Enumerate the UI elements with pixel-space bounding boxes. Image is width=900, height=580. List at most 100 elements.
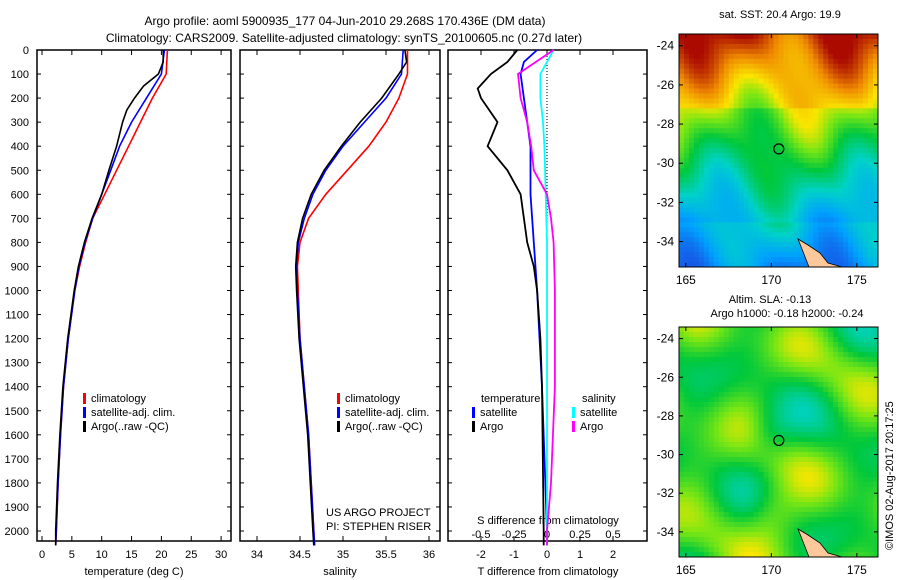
map-cell xyxy=(828,547,834,553)
map-cell xyxy=(783,252,789,258)
map-cell xyxy=(683,262,690,268)
map-cell xyxy=(763,162,770,169)
map-cell xyxy=(758,412,765,418)
map-cell xyxy=(693,437,700,443)
map-cell xyxy=(698,532,705,538)
map-cell xyxy=(853,103,859,109)
map-cell xyxy=(723,232,730,238)
map-cell xyxy=(708,128,715,134)
map-cell xyxy=(818,113,824,119)
map-cell xyxy=(823,417,829,423)
map-cell xyxy=(868,517,874,523)
map-cell xyxy=(783,152,789,159)
map-cell xyxy=(713,207,720,213)
map-cell xyxy=(783,482,789,488)
map-cell xyxy=(738,197,745,204)
map-cell xyxy=(708,192,715,199)
map-cell xyxy=(768,517,775,523)
map-cell xyxy=(783,242,789,248)
map-cell xyxy=(753,167,760,174)
map-cell xyxy=(693,262,700,268)
map-cell xyxy=(748,157,755,164)
legend-swatch xyxy=(83,407,86,418)
map-cell xyxy=(803,512,809,518)
map-cell xyxy=(828,34,834,40)
map-cell xyxy=(683,547,690,553)
map-cell xyxy=(873,88,879,94)
map-cell xyxy=(763,222,770,228)
map-cell xyxy=(758,172,765,179)
map-cell xyxy=(868,108,874,114)
map-cell xyxy=(773,362,779,368)
map-cell xyxy=(693,257,700,263)
map-cell xyxy=(793,362,799,368)
x-tick-label: 35.5 xyxy=(375,549,396,561)
map-cell xyxy=(753,172,760,179)
map-cell xyxy=(728,38,735,45)
map-cell xyxy=(733,262,740,268)
map-cell xyxy=(773,427,779,433)
map-cell xyxy=(808,387,814,393)
map-cell xyxy=(723,252,730,258)
map-cell xyxy=(713,532,720,538)
map-cell xyxy=(763,372,770,378)
map-cell xyxy=(783,237,789,243)
map-cell xyxy=(833,118,839,124)
map-cell xyxy=(718,492,725,498)
map-cell xyxy=(833,337,839,343)
map-cell xyxy=(863,457,869,463)
map-cell xyxy=(808,377,814,383)
map-cell xyxy=(778,167,784,174)
map-cell xyxy=(698,402,705,408)
map-cell xyxy=(688,48,695,55)
map-cell xyxy=(793,332,799,338)
map-cell xyxy=(853,262,859,268)
map-cell xyxy=(693,123,700,129)
map-cell xyxy=(818,412,824,418)
map-cell xyxy=(688,177,695,184)
map-cell xyxy=(798,113,804,119)
map-cell xyxy=(873,477,879,483)
map-cell xyxy=(723,442,730,448)
map-cell xyxy=(808,157,814,164)
map-cell xyxy=(693,202,700,209)
map-cell xyxy=(813,118,819,124)
map-cell xyxy=(823,237,829,243)
map-cell xyxy=(733,462,740,468)
map-cell xyxy=(713,547,720,553)
map-cell xyxy=(793,327,799,333)
map-cell xyxy=(748,382,755,388)
map-cell xyxy=(723,227,730,233)
map-cell xyxy=(773,138,779,144)
map-cell xyxy=(683,492,690,498)
map-cell xyxy=(783,207,789,213)
map-cell xyxy=(763,217,770,223)
map-cell xyxy=(698,83,705,90)
map-cell xyxy=(873,372,879,378)
map-cell xyxy=(758,447,765,453)
map-cell xyxy=(748,162,755,169)
map-cell xyxy=(728,342,735,348)
map-cell xyxy=(833,138,839,144)
map-cell xyxy=(688,148,695,154)
map-cell xyxy=(773,242,779,248)
map-cell xyxy=(833,58,839,65)
map-cell xyxy=(703,417,710,423)
map-cell xyxy=(733,492,740,498)
map-cell xyxy=(683,487,690,493)
map-cell xyxy=(868,68,874,75)
map-cell xyxy=(783,332,789,338)
map-cell xyxy=(813,527,819,533)
map-cell xyxy=(693,212,700,218)
map-cell xyxy=(708,113,715,119)
map-cell xyxy=(833,34,839,40)
map-cell xyxy=(698,88,705,94)
map-cell xyxy=(679,392,685,398)
map-cell xyxy=(713,447,720,453)
map-cell xyxy=(738,517,745,523)
map-cell xyxy=(688,377,695,383)
map-cell xyxy=(773,552,779,558)
map-cell xyxy=(783,162,789,169)
map-cell xyxy=(798,98,804,104)
map-cell xyxy=(683,93,690,99)
